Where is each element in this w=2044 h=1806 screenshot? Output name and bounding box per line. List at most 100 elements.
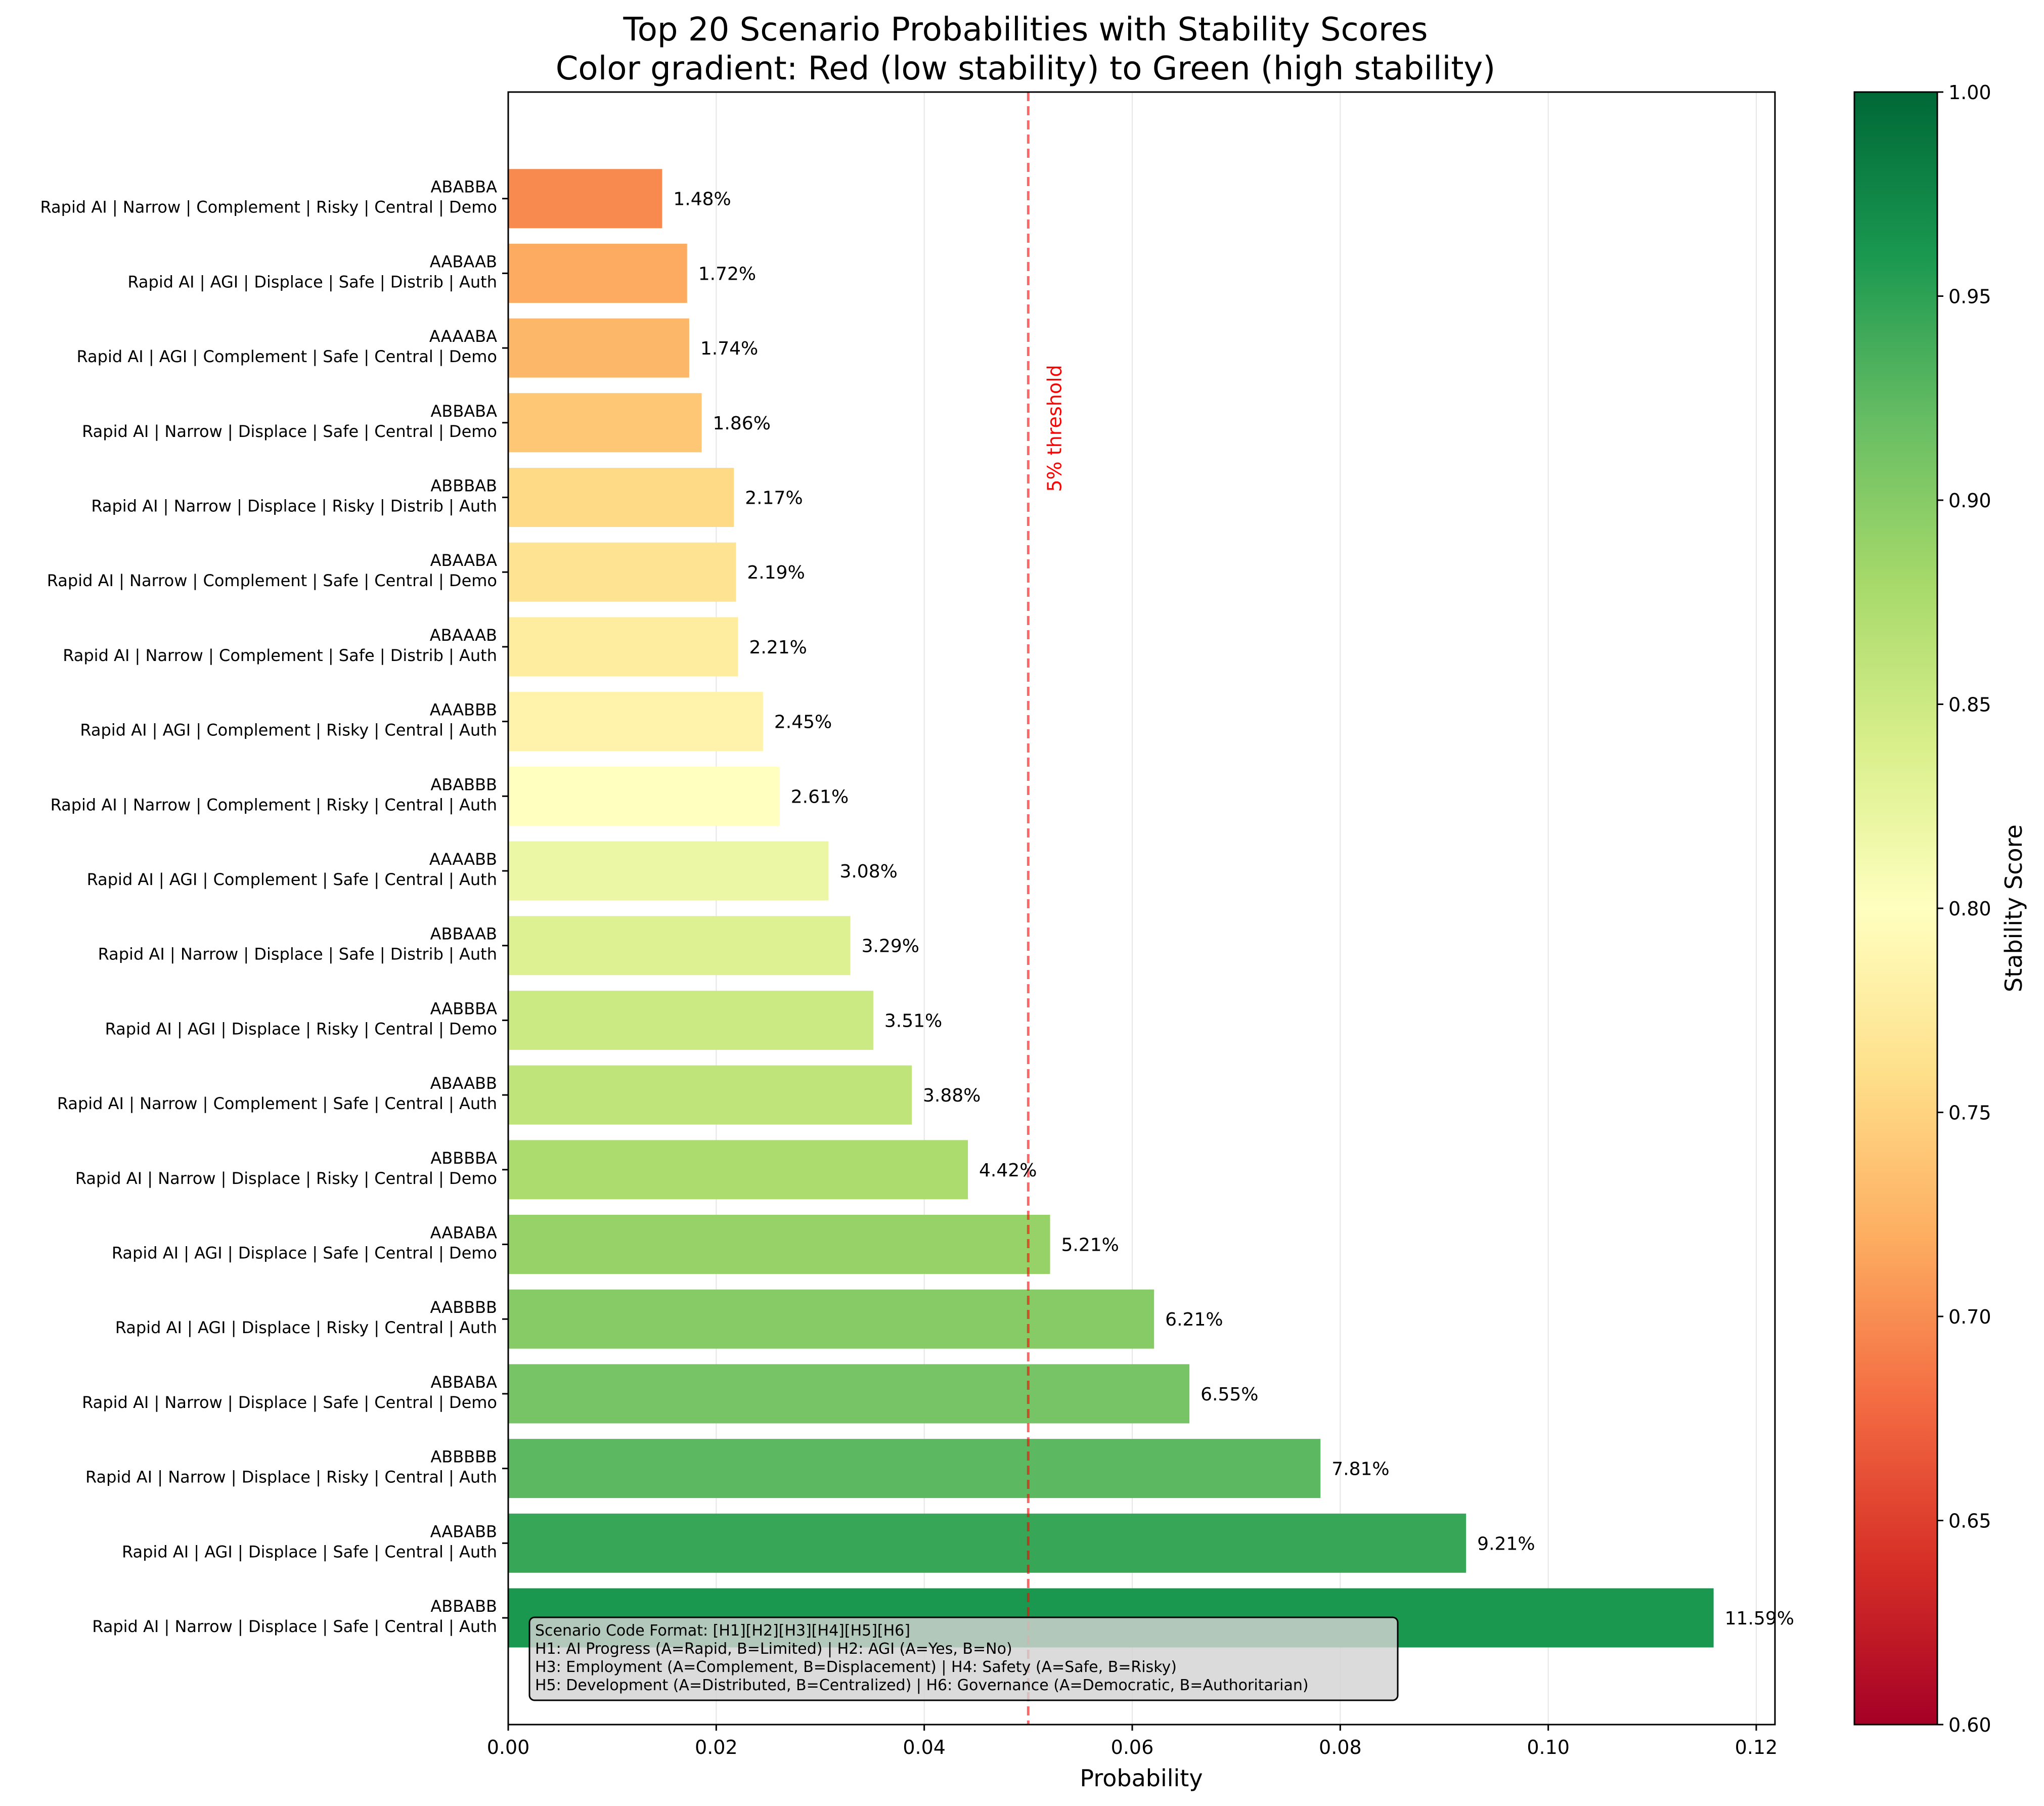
y-tick-label-code: ABBABA — [430, 402, 497, 421]
bar — [508, 1215, 1050, 1274]
bar-value-label: 1.74% — [700, 338, 758, 359]
y-tick-label-code: ABBABA — [430, 1373, 497, 1392]
chart-subtitle: Color gradient: Red (low stability) to G… — [556, 50, 1496, 87]
y-tick-label-code: ABBABB — [430, 1597, 497, 1616]
bar-value-label: 1.86% — [713, 413, 771, 434]
bar — [508, 393, 702, 453]
y-tick-label-desc: Rapid AI | AGI | Displace | Risky | Cent… — [105, 1019, 497, 1038]
y-tick-label-desc: Rapid AI | AGI | Complement | Safe | Cen… — [77, 347, 497, 366]
y-tick-label-code: AABBBB — [430, 1298, 497, 1317]
y-tick-label-desc: Rapid AI | AGI | Displace | Safe | Distr… — [127, 272, 497, 291]
y-tick-label-code: ABBBBA — [430, 1149, 497, 1168]
y-tick-label-desc: Rapid AI | Narrow | Displace | Safe | Ce… — [82, 1393, 497, 1412]
colorbar-label: Stability Score — [2000, 824, 2027, 992]
colorbar-tick-label: 0.90 — [1948, 490, 1991, 512]
bar — [508, 916, 851, 976]
y-tick-label-code: ABAAAB — [430, 626, 497, 645]
y-tick-label-desc: Rapid AI | Narrow | Displace | Safe | Di… — [98, 945, 497, 964]
y-tick-label-desc: Rapid AI | Narrow | Complement | Risky |… — [51, 795, 497, 814]
bar — [508, 1289, 1154, 1349]
bar — [508, 692, 763, 752]
bar-value-label: 3.51% — [884, 1010, 942, 1031]
y-tick-label-desc: Rapid AI | Narrow | Displace | Safe | Ce… — [92, 1617, 497, 1636]
legend-line: Scenario Code Format: [H1][H2][H3][H4][H… — [535, 1622, 910, 1640]
bar-value-label: 2.21% — [749, 637, 807, 658]
bar-value-label: 2.17% — [745, 488, 803, 509]
bar-value-label: 1.48% — [673, 189, 731, 210]
y-tick-label-desc: Rapid AI | Narrow | Displace | Risky | D… — [91, 497, 497, 516]
bar — [508, 243, 687, 303]
y-tick-label-code: ABAABB — [430, 1074, 497, 1093]
y-tick-label-desc: Rapid AI | Narrow | Complement | Safe | … — [47, 571, 497, 590]
y-tick-label-desc: Rapid AI | Narrow | Complement | Risky |… — [40, 198, 497, 217]
bar-value-label: 3.08% — [839, 861, 897, 882]
bar-value-label: 5.21% — [1061, 1235, 1119, 1256]
legend-line: H5: Development (A=Distributed, B=Centra… — [535, 1677, 1309, 1694]
x-tick-label: 0.10 — [1527, 1736, 1570, 1758]
chart-title: Top 20 Scenario Probabilities with Stabi… — [623, 11, 1428, 49]
y-tick-label-code: ABABBA — [430, 178, 497, 197]
colorbar-tick-label: 0.75 — [1948, 1102, 1991, 1124]
y-tick-label-desc: Rapid AI | Narrow | Complement | Safe | … — [63, 646, 497, 665]
bar-value-label: 3.29% — [862, 936, 919, 957]
bar — [508, 318, 689, 378]
y-tick-label-desc: Rapid AI | Narrow | Displace | Risky | C… — [85, 1468, 497, 1487]
threshold-label: 5% threshold — [1043, 365, 1065, 492]
legend-line: H1: AI Progress (A=Rapid, B=Limited) | H… — [535, 1640, 1012, 1658]
y-tick-label-desc: Rapid AI | AGI | Complement | Safe | Cen… — [87, 870, 497, 889]
y-tick-label-desc: Rapid AI | AGI | Displace | Safe | Centr… — [112, 1244, 497, 1263]
x-tick-label: 0.06 — [1111, 1736, 1154, 1758]
bar — [508, 1439, 1321, 1499]
colorbar-tick-label: 0.95 — [1948, 286, 1991, 308]
bar — [508, 1140, 968, 1200]
bar-value-label: 2.61% — [791, 786, 849, 807]
colorbar: 0.60 0.65 0.70 0.75 0.80 0.85 0.90 0.95 1.00 Sta… — [1853, 81, 2027, 1736]
x-tick-label: 0.04 — [903, 1736, 946, 1758]
colorbar-tick-label: 0.80 — [1948, 898, 1991, 920]
y-tick-label-code: AABAAB — [430, 252, 497, 271]
y-tick-label-code: ABBBBB — [430, 1447, 497, 1467]
bar — [508, 1364, 1190, 1424]
colorbar-tick-label: 0.60 — [1948, 1714, 1991, 1736]
bar-value-label: 3.88% — [923, 1085, 981, 1106]
y-tick-label-code: AAABBB — [430, 700, 497, 720]
x-tick-label: 0.02 — [695, 1736, 738, 1758]
y-tick-label-code: AABBBA — [430, 999, 498, 1018]
x-axis-label: Probability — [1080, 1765, 1203, 1792]
y-tick-label-code: ABAABA — [430, 551, 497, 570]
y-tick-label-desc: Rapid AI | Narrow | Displace | Risky | C… — [75, 1169, 497, 1188]
x-tick-label: 0.08 — [1319, 1736, 1362, 1758]
bar — [508, 169, 662, 229]
colorbar-tick-label: 0.85 — [1948, 694, 1991, 716]
y-tick-label-desc: Rapid AI | Narrow | Displace | Safe | Ce… — [82, 422, 497, 441]
colorbar-gradient — [1853, 91, 1938, 1726]
y-tick-label-desc: Rapid AI | AGI | Complement | Risky | Ce… — [80, 721, 497, 740]
bar — [508, 1065, 912, 1125]
colorbar-tick-label: 0.70 — [1948, 1306, 1991, 1328]
bar-value-label: 6.55% — [1201, 1384, 1258, 1405]
bar-value-label: 11.59% — [1725, 1608, 1794, 1629]
plot-area — [507, 91, 1776, 1726]
bar — [508, 617, 738, 677]
y-tick-label-code: ABBAAB — [430, 924, 497, 944]
bar-value-label: 7.81% — [1331, 1459, 1389, 1480]
bar — [508, 542, 736, 602]
bar — [508, 766, 780, 826]
scenario-code-legend: Scenario Code Format: [H1][H2][H3][H4][H… — [528, 1616, 1399, 1701]
bar — [508, 990, 873, 1050]
bar — [508, 1513, 1467, 1573]
y-tick-label-code: AABABA — [430, 1223, 497, 1243]
colorbar-tick-label: 1.00 — [1948, 81, 1991, 104]
bar-value-label: 4.42% — [979, 1160, 1037, 1181]
y-tick-label-code: ABABBB — [430, 775, 497, 794]
x-tick-label: 0.00 — [487, 1736, 530, 1758]
y-tick-label-code: AABABB — [430, 1522, 497, 1541]
y-tick-label-code: ABBBAB — [430, 476, 497, 496]
x-tick-label: 0.12 — [1735, 1736, 1778, 1758]
y-tick-label-code: AAAABB — [429, 850, 497, 869]
bar-value-label: 2.19% — [747, 562, 805, 583]
legend-line: H3: Employment (A=Complement, B=Displace… — [535, 1658, 1177, 1676]
bar-value-label: 2.45% — [774, 712, 832, 733]
bar — [508, 468, 734, 527]
